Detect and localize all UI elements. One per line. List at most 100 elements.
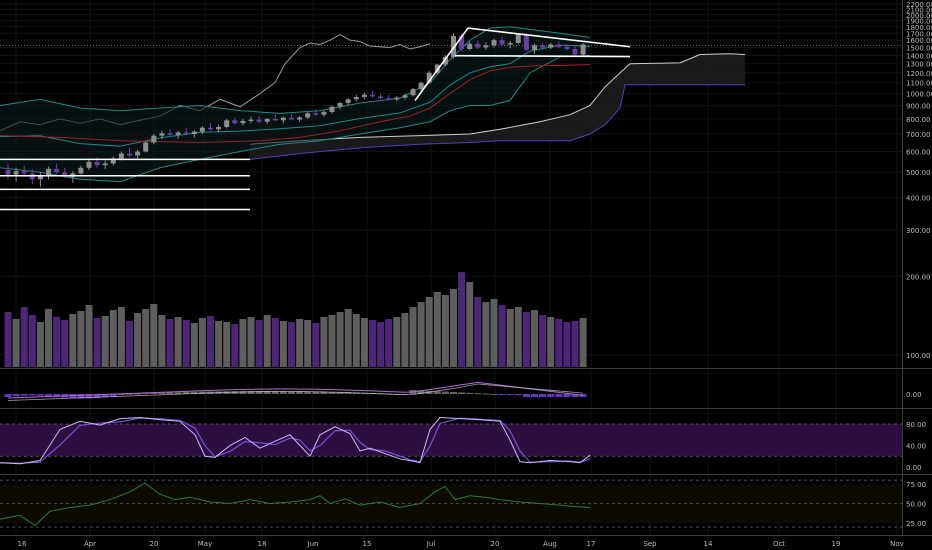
macd-histogram-bar bbox=[579, 394, 587, 397]
volume-bar bbox=[20, 307, 28, 367]
candle-body bbox=[37, 175, 43, 180]
volume-bar bbox=[255, 320, 263, 367]
price-tick-label: 1000.00 bbox=[906, 91, 932, 99]
volume-bar bbox=[482, 302, 490, 367]
candle-body bbox=[394, 97, 400, 100]
macd-histogram-bar bbox=[182, 392, 190, 394]
price-tick-label: 1500.00 bbox=[906, 44, 932, 52]
volume-bar bbox=[409, 307, 417, 367]
volume-bar bbox=[85, 305, 93, 367]
candle-body bbox=[459, 35, 465, 50]
macd-histogram-bar bbox=[441, 391, 449, 394]
candle-body bbox=[54, 168, 60, 173]
volume-bar bbox=[385, 319, 393, 367]
candle-body bbox=[289, 117, 294, 120]
volume-bar bbox=[417, 302, 425, 367]
moving-average-line bbox=[0, 64, 591, 143]
candle-body bbox=[13, 171, 19, 175]
candle-body bbox=[118, 153, 124, 159]
macd-histogram-bar bbox=[417, 390, 425, 394]
volume-bar bbox=[182, 320, 190, 367]
price-tick-label: 800.00 bbox=[906, 116, 931, 124]
volume-bar bbox=[288, 322, 295, 367]
candle-body bbox=[386, 98, 392, 100]
macd-histogram-bar bbox=[4, 394, 12, 397]
macd-histogram-bar bbox=[336, 392, 344, 394]
macd-histogram-bar bbox=[352, 392, 360, 394]
price-tick-label: 500.00 bbox=[906, 169, 931, 177]
macd-histogram-bar bbox=[466, 392, 474, 394]
macd-histogram-bar bbox=[539, 394, 547, 397]
candle-body bbox=[564, 46, 570, 50]
time-tick-label: 17 bbox=[587, 540, 596, 548]
volume-bar bbox=[101, 316, 109, 367]
volume-bar bbox=[377, 322, 385, 367]
macd-histogram-bar bbox=[150, 392, 158, 394]
price-tick-label: 2100.00 bbox=[906, 6, 932, 14]
macd-histogram-bar bbox=[101, 394, 109, 398]
drawing-annotations[interactable] bbox=[0, 27, 631, 211]
bollinger-lower bbox=[0, 54, 591, 183]
volume-bar bbox=[126, 321, 133, 367]
price-tick-label: 900.00 bbox=[906, 102, 931, 110]
pennant-upper-trendline bbox=[414, 27, 631, 102]
macd-histogram-bar bbox=[28, 394, 36, 396]
volume-bar bbox=[474, 297, 482, 367]
oscillator-tick-label: 75.00 bbox=[906, 481, 926, 489]
price-tick-label: 1800.00 bbox=[906, 24, 932, 32]
macd-histogram-bar bbox=[458, 392, 466, 394]
price-tick-label: 1100.00 bbox=[906, 80, 932, 88]
volume-bar bbox=[360, 318, 368, 367]
macd-histogram-bar bbox=[263, 391, 271, 394]
price-tick-label: 1600.00 bbox=[906, 37, 932, 45]
macd-histogram-bar bbox=[563, 394, 571, 397]
volume-bar bbox=[490, 299, 498, 367]
macd-histogram-bar bbox=[522, 394, 530, 397]
ichimoku-cloud bbox=[249, 53, 746, 160]
volume-bar bbox=[522, 312, 530, 367]
macd-histogram-bar bbox=[304, 391, 312, 394]
price-axis[interactable]: 2200.002100.002000.001900.001800.001700.… bbox=[906, 1, 932, 528]
volume-bar bbox=[571, 321, 579, 367]
macd-histogram-bar bbox=[53, 394, 61, 397]
candle-body bbox=[94, 161, 100, 166]
candle-body bbox=[183, 132, 189, 135]
time-tick-label: 18 bbox=[258, 540, 267, 548]
candle-body bbox=[127, 153, 132, 156]
volume-bar bbox=[296, 319, 304, 367]
candle-body bbox=[442, 56, 448, 65]
volume-bar bbox=[69, 314, 77, 367]
candle-body bbox=[135, 151, 141, 156]
candle-body bbox=[248, 119, 254, 122]
candle-body bbox=[167, 133, 173, 135]
macd-histogram-bar bbox=[320, 391, 328, 394]
cloud-fill bbox=[250, 53, 745, 160]
macd-histogram-bar bbox=[482, 393, 490, 395]
macd-histogram-bar bbox=[12, 394, 20, 397]
volume-bar bbox=[109, 310, 117, 367]
stochastic-tick-label: 40.00 bbox=[906, 443, 926, 451]
macd-histogram-bar bbox=[142, 393, 150, 395]
stochastic-panel bbox=[0, 417, 902, 465]
volume-bar bbox=[312, 323, 320, 367]
volume-bar bbox=[93, 318, 101, 367]
candle-body bbox=[199, 127, 205, 132]
price-tick-label: 100.00 bbox=[906, 352, 931, 360]
macd-histogram-bar bbox=[239, 391, 247, 394]
price-tick-label: 400.00 bbox=[906, 195, 931, 203]
macd-histogram-bar bbox=[190, 391, 198, 394]
volume-bar bbox=[117, 307, 125, 367]
candle-body bbox=[337, 103, 343, 107]
candle-body bbox=[580, 44, 586, 55]
candle-body bbox=[451, 35, 456, 57]
time-axis[interactable]: 16 Apr 20 May 18 Jun 15 Jul 20 Aug 17 Sep 14 Oct 19 Nov bbox=[18, 540, 904, 548]
macd-panel bbox=[4, 381, 587, 401]
macd-histogram-bar bbox=[247, 391, 255, 394]
candlesticks[interactable] bbox=[5, 33, 586, 187]
candle-body bbox=[232, 120, 238, 124]
volume-bar bbox=[563, 322, 571, 367]
volume-bar bbox=[433, 292, 441, 367]
stochastic-tick-label: 80.00 bbox=[906, 421, 926, 429]
macd-histogram-bar bbox=[117, 394, 125, 395]
